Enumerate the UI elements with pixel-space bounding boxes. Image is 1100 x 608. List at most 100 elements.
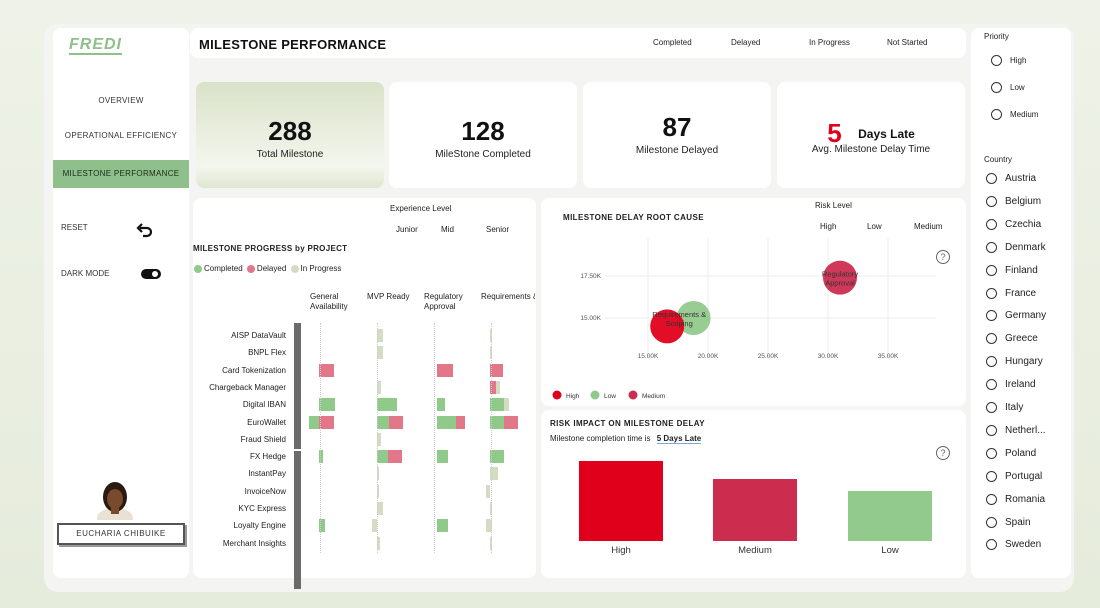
progress-bar-segment[interactable]	[486, 519, 492, 533]
progress-bar-segment[interactable]	[456, 415, 465, 429]
dark-mode-toggle[interactable]	[141, 269, 161, 279]
progress-bar-segment[interactable]	[389, 415, 403, 429]
country-option[interactable]: Finland	[986, 264, 1038, 276]
subtitle-value[interactable]: 5 Days Late	[656, 434, 702, 444]
country-option[interactable]: Italy	[986, 402, 1023, 413]
country-option[interactable]: Greece	[986, 333, 1038, 345]
progress-bar-segment[interactable]	[504, 415, 518, 429]
progress-bar-segment[interactable]	[372, 519, 377, 533]
risk-low[interactable]: Low	[867, 222, 882, 231]
filter-completed[interactable]: Completed	[653, 38, 692, 47]
country-option[interactable]: Denmark	[986, 241, 1046, 253]
radio-icon[interactable]	[986, 516, 997, 528]
progress-bar-segment[interactable]	[377, 380, 381, 394]
priority-option[interactable]: Medium	[991, 109, 1038, 120]
progress-bar-segment[interactable]	[437, 415, 456, 429]
progress-bar-segment[interactable]	[504, 398, 509, 412]
nav-overview[interactable]: OVERVIEW	[98, 96, 144, 105]
progress-bar-segment[interactable]	[490, 467, 498, 481]
radio-icon[interactable]	[986, 356, 997, 368]
progress-bar-segment[interactable]	[490, 415, 504, 429]
progress-bar-segment[interactable]	[309, 415, 319, 429]
priority-option[interactable]: Low	[991, 82, 1025, 93]
progress-bar-segment[interactable]	[377, 450, 388, 464]
radio-icon[interactable]	[986, 447, 997, 459]
progress-bar-segment[interactable]	[496, 380, 500, 394]
country-option[interactable]: Romania	[986, 493, 1045, 505]
progress-bar-segment[interactable]	[490, 380, 496, 394]
country-option[interactable]: Austria	[986, 173, 1036, 184]
progress-bar-segment[interactable]	[377, 467, 379, 481]
nav-milestone-performance[interactable]: MILESTONE PERFORMANCE	[53, 160, 189, 188]
progress-bar-segment[interactable]	[490, 398, 504, 412]
priority-option[interactable]: High	[991, 55, 1026, 66]
country-option[interactable]: Sweden	[986, 539, 1041, 551]
radio-icon[interactable]	[986, 333, 997, 345]
radio-icon[interactable]	[986, 493, 997, 505]
progress-bar-segment[interactable]	[437, 450, 448, 464]
radio-icon[interactable]	[986, 310, 997, 322]
radio-icon[interactable]	[991, 55, 1002, 66]
filter-in-progress[interactable]: In Progress	[809, 38, 850, 47]
risk-bar[interactable]	[848, 491, 932, 541]
country-option[interactable]: Germany	[986, 310, 1046, 322]
risk-medium[interactable]: Medium	[914, 222, 943, 231]
country-option[interactable]: Czechia	[986, 218, 1041, 230]
progress-bar-segment[interactable]	[486, 484, 490, 498]
progress-bar-segment[interactable]	[319, 450, 323, 464]
progress-bar-segment[interactable]	[377, 415, 389, 429]
radio-icon[interactable]	[986, 470, 997, 482]
exp-senior[interactable]: Senior	[486, 225, 510, 234]
radio-icon[interactable]	[986, 424, 997, 436]
progress-bar-segment[interactable]	[437, 519, 448, 533]
country-option[interactable]: Hungary	[986, 356, 1043, 368]
progress-bar-segment[interactable]	[437, 363, 453, 377]
radio-icon[interactable]	[986, 195, 997, 207]
risk-bar[interactable]	[713, 479, 797, 541]
progress-bar-segment[interactable]	[319, 363, 334, 377]
filter-delayed[interactable]: Delayed	[731, 38, 761, 47]
radio-icon[interactable]	[986, 218, 997, 230]
country-option[interactable]: Ireland	[986, 379, 1036, 391]
country-option[interactable]: France	[986, 287, 1036, 299]
nav-operational-efficiency[interactable]: OPERATIONAL EFFICIENCY	[64, 131, 178, 140]
country-option[interactable]: Spain	[986, 516, 1031, 528]
risk-high[interactable]: High	[820, 222, 837, 231]
radio-icon[interactable]	[986, 402, 997, 413]
filter-not-started[interactable]: Not Started	[887, 38, 928, 47]
reset-icon[interactable]	[135, 220, 155, 240]
radio-icon[interactable]	[986, 173, 997, 184]
progress-bar-segment[interactable]	[490, 363, 503, 377]
root-help-icon[interactable]: ?	[936, 250, 950, 264]
country-option[interactable]: Portugal	[986, 470, 1042, 482]
progress-bar-segment[interactable]	[377, 484, 379, 498]
progress-bar-segment[interactable]	[490, 450, 504, 464]
progress-bar-segment[interactable]	[377, 398, 397, 412]
risk-bar[interactable]	[579, 461, 663, 541]
progress-bar-segment[interactable]	[377, 329, 383, 342]
country-option[interactable]: Belgium	[986, 195, 1041, 207]
radio-icon[interactable]	[986, 379, 997, 391]
scatter-bubble[interactable]	[650, 309, 685, 344]
progress-bar-segment[interactable]	[377, 536, 380, 550]
progress-bar-segment[interactable]	[437, 398, 445, 412]
scatter-bubble[interactable]	[823, 260, 857, 295]
radio-icon[interactable]	[986, 287, 997, 299]
progress-bar-segment[interactable]	[377, 346, 383, 360]
progress-bar-segment[interactable]	[377, 432, 381, 446]
impact-help-icon[interactable]: ?	[936, 446, 950, 460]
radio-icon[interactable]	[991, 109, 1002, 120]
country-option[interactable]: Poland	[986, 447, 1036, 459]
radio-icon[interactable]	[986, 264, 997, 276]
scatter-bubble[interactable]	[676, 301, 711, 335]
exp-mid[interactable]: Mid	[441, 225, 454, 234]
progress-bar-segment[interactable]	[377, 502, 383, 515]
progress-bar-segment[interactable]	[319, 398, 335, 412]
progress-bar-segment[interactable]	[388, 450, 402, 464]
exp-junior[interactable]: Junior	[396, 225, 418, 234]
radio-icon[interactable]	[986, 241, 997, 253]
progress-bar-segment[interactable]	[319, 519, 325, 533]
country-option[interactable]: Netherl...	[986, 424, 1046, 436]
radio-icon[interactable]	[986, 539, 997, 551]
progress-bar-segment[interactable]	[319, 415, 334, 429]
